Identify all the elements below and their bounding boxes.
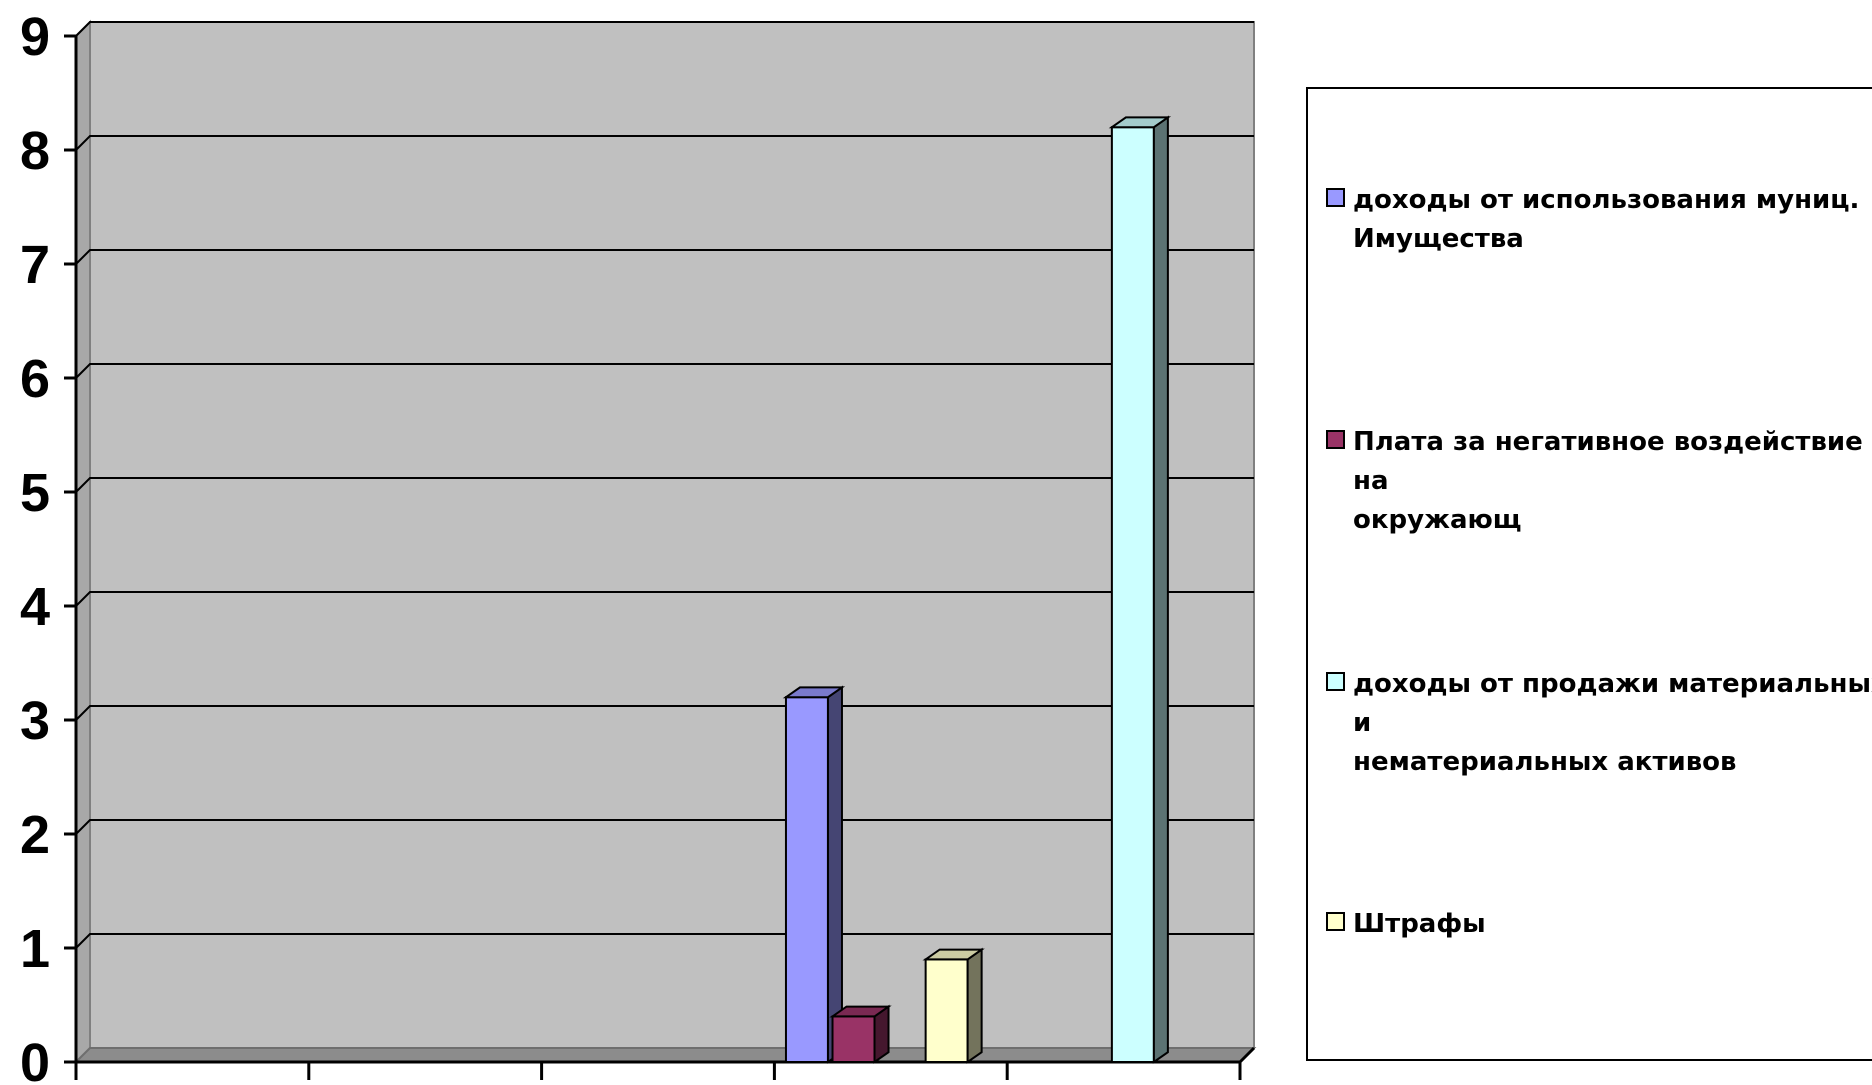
legend-swatch (1326, 912, 1345, 931)
bar-front (784, 696, 829, 1063)
x-axis-line-depth (1238, 1046, 1256, 1064)
legend-label: доходы от использования муниц. Имущества (1353, 185, 1860, 254)
gridline (75, 135, 1254, 151)
bar-top (782, 686, 846, 699)
plot-back-wall (89, 21, 1255, 1049)
legend-label: Штрафы (1353, 909, 1486, 939)
legend-item-asset-sales: доходы от продажи материальных и нематер… (1326, 665, 1872, 782)
bar-front (1110, 126, 1155, 1063)
gridline (75, 249, 1254, 265)
gridlines (75, 21, 1254, 949)
y-tick-label: 1 (20, 919, 50, 979)
y-tick-label: 5 (20, 463, 50, 523)
gridline (75, 933, 1254, 949)
bars (782, 115, 1172, 1064)
plot-side-wall (75, 19, 91, 1065)
bar-front (831, 1015, 876, 1064)
plot-area (73, 19, 1257, 1065)
bar-top (829, 1005, 892, 1018)
legend-item-negative-impact-fee: Плата за негативное воздействие на окруж… (1326, 423, 1872, 540)
legend-item-fines: Штрафы (1326, 905, 1872, 944)
axes (64, 34, 1256, 1080)
y-tick-label: 4 (20, 577, 50, 637)
y-tick-label: 6 (20, 349, 50, 409)
legend-label: Плата за негативное воздействие на окруж… (1353, 427, 1863, 535)
gridline (75, 591, 1254, 607)
y-tick-label: 3 (20, 691, 50, 751)
bar-top (922, 948, 985, 961)
bar-side (1152, 115, 1169, 1064)
bar-side (826, 685, 843, 1064)
legend-label: доходы от продажи материальных и нематер… (1353, 669, 1872, 777)
legend-swatch (1326, 188, 1345, 207)
bar (782, 685, 846, 1064)
y-tick-label: 8 (20, 121, 50, 181)
plot-floor (73, 1047, 1257, 1063)
legend-item-municipal-property: доходы от использования муниц. Имущества (1326, 181, 1872, 259)
gridline (75, 705, 1254, 721)
y-tick-label: 7 (20, 235, 50, 295)
y-tick-label: 2 (20, 805, 50, 865)
bar (829, 1004, 892, 1064)
legend: доходы от использования муниц. Имущества… (1306, 87, 1872, 1061)
y-tick-label: 9 (20, 7, 50, 67)
y-axis-tick-labels: 0 1 2 3 4 5 6 7 8 9 (20, 7, 50, 1085)
bar-top (1108, 116, 1172, 129)
bar (922, 947, 985, 1064)
gridline (75, 477, 1254, 493)
gridline (75, 819, 1254, 835)
gridline (75, 363, 1254, 379)
bar (1108, 115, 1172, 1064)
bar-front (924, 958, 969, 1064)
gridline (75, 21, 1254, 37)
y-tick-label: 0 (20, 1033, 50, 1085)
legend-swatch (1326, 430, 1345, 449)
bar-side (966, 947, 983, 1064)
legend-swatch (1326, 672, 1345, 691)
